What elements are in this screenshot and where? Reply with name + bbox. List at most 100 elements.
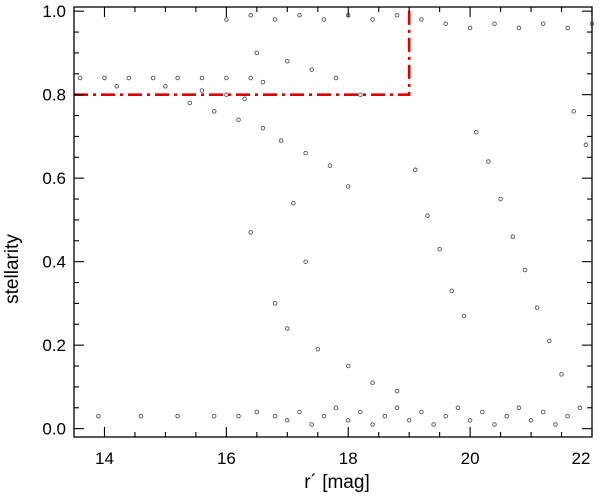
- data-point: [224, 75, 229, 81]
- data-point: [321, 17, 327, 22]
- data-point: [516, 25, 522, 31]
- y-tick-label: 0.4: [42, 253, 66, 272]
- data-point: [138, 413, 144, 419]
- data-point: [272, 17, 278, 22]
- data-point: [486, 159, 491, 164]
- data-point: [126, 75, 132, 81]
- data-point: [467, 25, 473, 31]
- data-point: [224, 17, 229, 22]
- y-tick-label: 0.6: [42, 169, 66, 188]
- x-tick-label: 18: [339, 449, 358, 468]
- data-point: [571, 109, 576, 114]
- data-point: [382, 413, 388, 419]
- data-point: [504, 413, 509, 419]
- y-tick-label: 0.8: [42, 86, 66, 105]
- data-point: [297, 13, 302, 18]
- data-point: [345, 418, 351, 423]
- x-tick-labels: 14 16 18 20 22: [95, 449, 590, 468]
- data-point: [492, 21, 497, 26]
- data-point: [547, 338, 552, 344]
- data-point: [559, 372, 564, 377]
- data-point: [565, 413, 570, 419]
- data-point: [528, 418, 534, 423]
- data-point: [473, 129, 479, 135]
- y-tick-labels: 0.0 0.2 0.4 0.6 0.8 1.0: [42, 2, 66, 439]
- data-point: [150, 75, 156, 81]
- data-point: [370, 380, 375, 385]
- data-point: [303, 150, 308, 156]
- data-point: [254, 50, 260, 56]
- data-point: [278, 138, 284, 143]
- data-point: [461, 313, 467, 319]
- data-point: [358, 92, 363, 97]
- data-point: [443, 413, 448, 419]
- data-point: [406, 418, 412, 423]
- data-point: [248, 230, 253, 235]
- data-point: [437, 246, 442, 252]
- y-tick-label: 1.0: [42, 2, 66, 21]
- data-point: [455, 405, 461, 411]
- x-axis-label: r´ [mag]: [304, 472, 369, 493]
- data-point: [565, 25, 570, 31]
- data-point: [102, 75, 107, 81]
- data-point: [540, 21, 546, 26]
- data-point: [577, 405, 583, 411]
- data-point: [96, 413, 101, 419]
- data-point: [297, 409, 302, 415]
- data-point: [492, 422, 497, 427]
- stellarity-cut-line: [74, 7, 411, 96]
- x-tick-label: 14: [95, 449, 114, 468]
- data-point: [291, 200, 296, 206]
- data-point: [187, 100, 193, 106]
- data-point: [443, 21, 448, 26]
- data-point: [285, 326, 290, 331]
- data-point: [175, 75, 180, 81]
- data-point: [175, 413, 180, 419]
- data-point: [419, 17, 424, 22]
- data-point: [211, 413, 217, 419]
- data-point: [254, 409, 260, 415]
- data-point: [224, 92, 229, 97]
- data-point: [242, 96, 247, 102]
- x-tick-label: 22: [572, 449, 591, 468]
- data-point: [413, 167, 418, 173]
- data-point: [431, 422, 436, 427]
- data-point: [248, 75, 253, 81]
- data-point: [260, 79, 266, 85]
- data-point: [394, 388, 400, 394]
- data-point: [510, 234, 516, 239]
- data-point: [199, 88, 205, 93]
- data-point: [394, 405, 400, 411]
- data-point: [333, 75, 339, 81]
- data-point: [114, 84, 119, 89]
- data-point: [236, 413, 241, 419]
- data-point: [498, 196, 503, 202]
- data-point: [358, 409, 363, 415]
- data-point: [480, 409, 485, 415]
- data-point: [370, 17, 375, 22]
- data-point: [534, 305, 540, 310]
- y-axis-label: stellarity: [2, 234, 23, 304]
- data-point: [516, 405, 522, 411]
- data-point: [272, 413, 278, 419]
- data-point: [285, 418, 290, 423]
- data-point: [199, 75, 205, 81]
- data-point: [272, 301, 278, 306]
- data-point: [467, 418, 473, 423]
- data-point: [303, 259, 308, 264]
- data-point: [163, 84, 168, 89]
- data-point: [309, 422, 314, 427]
- data-point: [77, 75, 83, 81]
- data-point: [419, 409, 424, 415]
- data-point: [553, 422, 558, 427]
- data-point: [333, 405, 339, 411]
- data-point: [583, 142, 589, 148]
- data-point: [522, 267, 528, 273]
- data-point: [285, 59, 290, 64]
- data-points: [77, 13, 595, 427]
- data-point: [425, 213, 430, 218]
- data-point: [236, 117, 241, 122]
- data-point: [345, 184, 351, 189]
- data-point: [449, 288, 455, 294]
